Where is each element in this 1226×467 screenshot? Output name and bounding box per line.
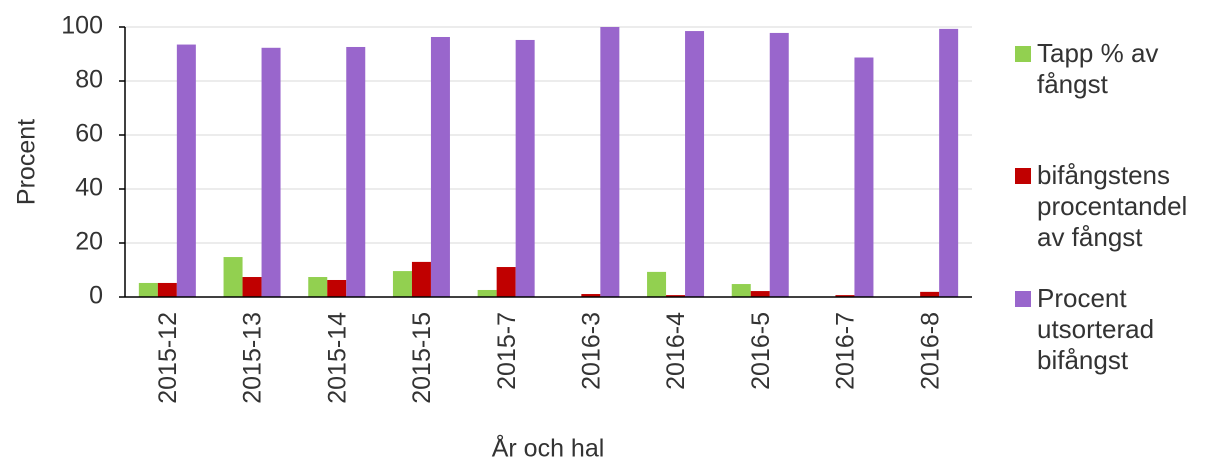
legend-swatch xyxy=(1015,46,1031,62)
y-axis-label: Procent xyxy=(13,119,41,205)
bar xyxy=(261,47,281,297)
y-tick-label: 0 xyxy=(89,282,103,310)
x-tick-label: 2015-12 xyxy=(154,312,182,404)
legend-label: Procent utsorterad bifångst xyxy=(1037,283,1155,375)
x-tick-label: 2015-14 xyxy=(323,312,351,404)
bar xyxy=(157,282,177,297)
x-tick-label: 2015-15 xyxy=(408,312,436,404)
bar xyxy=(854,57,874,298)
x-tick-label: 2015-13 xyxy=(239,312,267,404)
bar xyxy=(685,31,705,298)
bar xyxy=(750,291,770,297)
x-tick-label: 2016-5 xyxy=(747,312,775,390)
bar xyxy=(939,28,959,297)
bar xyxy=(731,284,751,297)
y-tick-label: 80 xyxy=(75,66,103,94)
bar xyxy=(223,257,243,297)
legend-swatch xyxy=(1015,291,1031,307)
legend-swatch xyxy=(1015,168,1031,184)
bar xyxy=(647,271,667,297)
bar xyxy=(327,279,347,297)
bar xyxy=(138,282,158,297)
legend-label: bifångstens procentandel av fångst xyxy=(1037,160,1188,252)
bar xyxy=(430,36,450,298)
y-tick-label: 40 xyxy=(75,174,103,202)
bar xyxy=(308,277,328,297)
legend-label: Tapp % av fångst xyxy=(1037,38,1159,99)
y-tick-label: 60 xyxy=(75,120,103,148)
bar xyxy=(515,39,535,298)
bar xyxy=(346,46,366,298)
bar xyxy=(769,32,789,297)
x-tick-label: 2016-3 xyxy=(577,312,605,390)
y-tick-label: 20 xyxy=(75,228,103,256)
x-tick-label: 2016-8 xyxy=(916,312,944,390)
bar xyxy=(835,295,855,297)
x-tick-label: 2016-4 xyxy=(662,312,690,390)
bar xyxy=(920,291,940,297)
legend-entry: Tapp % av fångst xyxy=(1015,38,1220,100)
legend-entry: Procent utsorterad bifångst xyxy=(1015,283,1220,376)
y-tick-label: 100 xyxy=(61,12,103,40)
bar xyxy=(411,261,431,297)
x-axis-label: År och hal xyxy=(492,433,605,463)
x-tick-label: 2016-7 xyxy=(832,312,860,390)
x-tick-label: 2015-7 xyxy=(493,312,521,390)
bar xyxy=(600,27,620,297)
bar xyxy=(496,267,516,297)
bar xyxy=(581,294,601,297)
bar xyxy=(392,271,412,297)
legend-entry: bifångstens procentandel av fångst xyxy=(1015,160,1220,253)
bar xyxy=(242,277,262,297)
bar xyxy=(666,295,686,297)
bar xyxy=(176,44,196,297)
bar xyxy=(477,289,497,297)
